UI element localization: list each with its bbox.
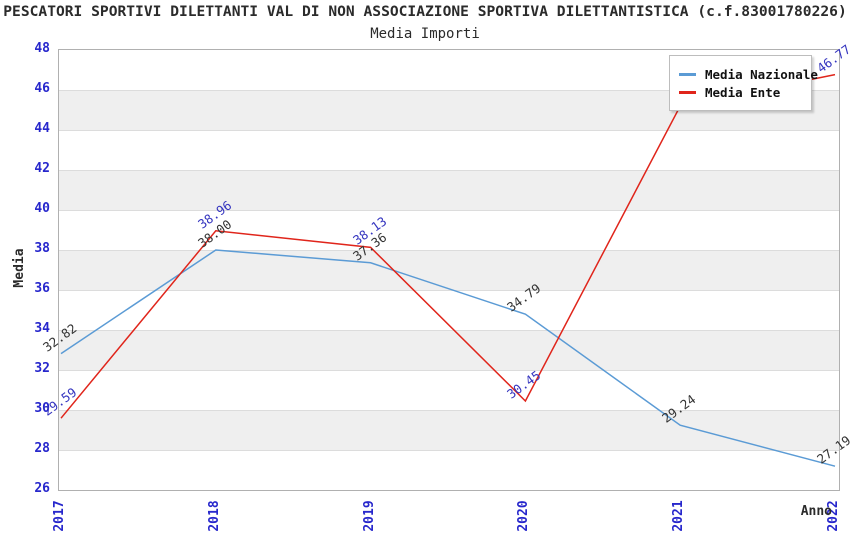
grid-band xyxy=(59,450,839,490)
y-axis-title: Media xyxy=(12,248,27,288)
y-tick-label: 30 xyxy=(34,401,50,416)
y-tick-label: 42 xyxy=(34,161,50,176)
y-tick-label: 28 xyxy=(34,441,50,456)
gridline xyxy=(59,210,839,211)
grid-band xyxy=(59,250,839,290)
gridline xyxy=(59,250,839,251)
x-tick-label: 2018 xyxy=(206,500,222,532)
y-tick-label: 34 xyxy=(34,321,50,336)
gridline xyxy=(59,330,839,331)
chart-subtitle: Media Importi xyxy=(370,26,480,42)
series-line-media-nazionale xyxy=(60,249,836,467)
y-tick-label: 26 xyxy=(34,481,50,496)
gridline xyxy=(59,90,839,91)
legend-item-media-ente: Media Ente xyxy=(679,84,802,100)
x-tick-label: 2021 xyxy=(671,500,687,532)
gridline xyxy=(59,130,839,131)
series-lines xyxy=(60,73,836,467)
series-line-media-ente xyxy=(60,73,836,419)
grid-band xyxy=(59,370,839,410)
gridline xyxy=(59,290,839,291)
legend-item-media-nazionale: Media Nazionale xyxy=(679,66,818,82)
y-tick-label: 44 xyxy=(34,121,50,136)
gridline xyxy=(59,410,839,411)
grid-band xyxy=(59,170,839,210)
grid-band xyxy=(59,290,839,330)
y-tick-label: 40 xyxy=(34,201,50,216)
y-tick-label: 36 xyxy=(34,281,50,296)
x-tick-label: 2017 xyxy=(52,500,67,532)
legend-label-media-ente: Media Ente xyxy=(705,84,781,100)
grid-band xyxy=(59,330,839,370)
grid-band xyxy=(59,410,839,450)
grid-band xyxy=(59,130,839,170)
y-tick-label: 46 xyxy=(34,81,50,96)
legend-swatch-media-nazionale-icon xyxy=(679,72,696,76)
grid-band xyxy=(59,210,839,250)
x-axis-title: Anno xyxy=(800,504,832,519)
y-tick-label: 38 xyxy=(34,241,50,256)
y-tick-label: 32 xyxy=(34,361,50,376)
x-tick-label: 2019 xyxy=(361,500,377,532)
gridline xyxy=(59,170,839,171)
y-tick-label: 48 xyxy=(34,41,50,56)
legend-label-media-nazionale: Media Nazionale xyxy=(705,66,818,82)
gridline xyxy=(59,450,839,451)
chart-title: PESCATORI SPORTIVI DILETTANTI VAL DI NON… xyxy=(3,3,847,20)
gridline xyxy=(59,370,839,371)
legend-swatch-media-ente-icon xyxy=(679,90,696,94)
x-tick-label: 2020 xyxy=(516,500,532,532)
legend: Media Nazionale Media Ente xyxy=(669,55,818,111)
plot-area xyxy=(58,49,840,491)
